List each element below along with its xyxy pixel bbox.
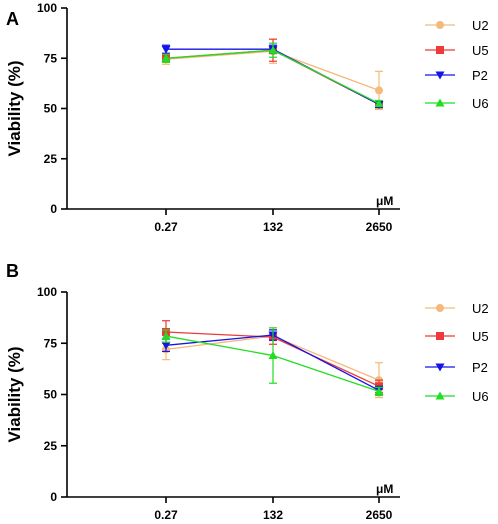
legend-marker [436,46,444,54]
legend-marker [436,332,444,340]
legend-marker [435,71,445,80]
legend-label: U2 [472,301,489,316]
data-point [161,341,171,350]
legend-entry-u2: U2 [425,18,489,33]
y-tick-label: 100 [37,1,57,15]
legend-entry-p2: P2 [425,360,488,375]
data-point [268,45,278,54]
data-point [268,351,278,360]
x-tick-label: 0.27 [154,508,178,522]
legend-label: U6 [472,96,489,111]
y-tick-label: 100 [37,285,57,299]
y-tick-label: 75 [44,51,58,65]
y-tick-label: 0 [50,490,57,504]
chart-panel-b: B Viability (%) 0 25 50 75 100 0.27 132 2650 μM U2 U… [5,261,489,522]
y-tick-label: 25 [44,439,58,453]
x-tick-label: 132 [263,220,283,234]
x-tick-label: 132 [263,508,283,522]
legend-label: U2 [472,18,489,33]
y-axis-label: Viability (%) [5,346,24,442]
legend-entry-u6: U6 [425,96,489,111]
chart-panel-a: A Viability (%) 0 25 50 75 100 0.27 132 2650 μM U2 U… [5,1,489,234]
legend-entry-u2: U2 [425,301,489,316]
legend-label: P2 [472,360,488,375]
legend-entry-u5: U5 [425,329,489,344]
y-tick-label: 50 [44,102,58,116]
legend-label: P2 [472,68,488,83]
legend-marker [435,391,445,400]
legend-marker [436,304,444,312]
x-tick-label: 0.27 [154,220,178,234]
x-unit-label: μM [376,482,393,496]
legend-label: U6 [472,389,489,404]
x-tick-label: 2650 [366,220,393,234]
y-tick-label: 0 [50,202,57,216]
legend-entry-u5: U5 [425,43,489,58]
data-point [374,98,384,107]
y-tick-label: 25 [44,152,58,166]
data-point [161,53,171,62]
data-point [375,86,383,95]
legend-entry-p2: P2 [425,68,488,83]
series-u6 [161,42,384,108]
y-tick-label: 75 [44,336,58,350]
x-unit-label: μM [376,194,393,208]
y-tick-label: 50 [44,388,58,402]
legend-marker [435,363,445,372]
legend-marker [435,98,445,107]
legend-entry-u6: U6 [425,389,489,404]
legend-label: U5 [472,329,489,344]
data-point [161,45,171,54]
data-point [374,386,384,395]
legend-marker [436,21,444,29]
y-axis-label: Viability (%) [5,60,24,156]
x-tick-label: 2650 [366,508,393,522]
series-u6 [161,327,384,397]
panel-label: A [6,9,19,29]
legend-label: U5 [472,43,489,58]
data-point [161,331,171,340]
panel-label: B [6,261,19,281]
